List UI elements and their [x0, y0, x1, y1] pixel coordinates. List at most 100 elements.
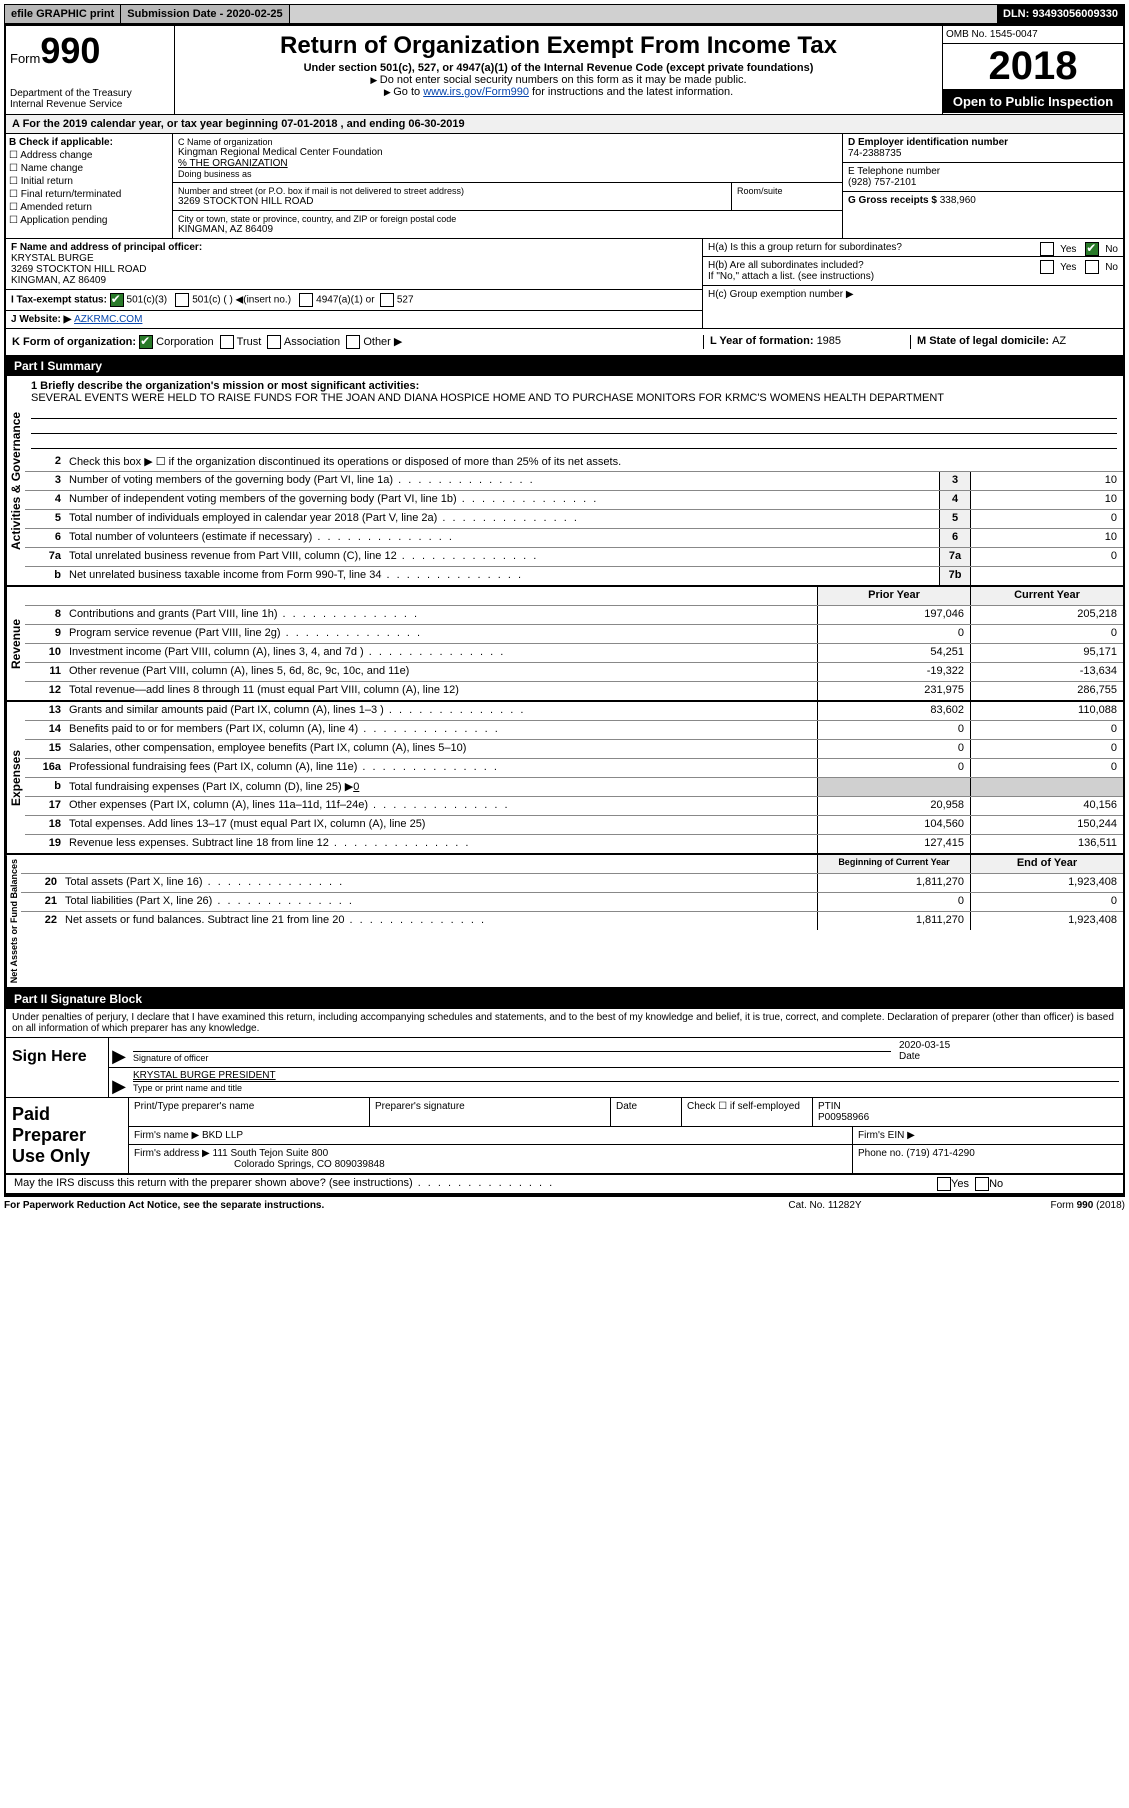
prep-lbl: Paid Preparer Use Only — [6, 1098, 129, 1173]
eoy-hdr: End of Year — [970, 855, 1123, 873]
gross: 338,960 — [940, 195, 976, 206]
city: KINGMAN, AZ 86409 — [178, 224, 837, 235]
v19p: 127,415 — [817, 835, 970, 853]
v5: 0 — [970, 510, 1123, 528]
hb-no[interactable] — [1085, 260, 1099, 274]
dln: DLN: 93493056009330 — [997, 5, 1124, 23]
sig-name-lbl: Type or print name and title — [133, 1081, 1119, 1093]
v10p: 54,251 — [817, 644, 970, 662]
declaration: Under penalties of perjury, I declare th… — [6, 1009, 1123, 1037]
sig-arrow-2: ▶ — [109, 1068, 129, 1097]
v9p: 0 — [817, 625, 970, 643]
l15: Salaries, other compensation, employee b… — [65, 740, 817, 758]
phone-lbl: Phone no. — [858, 1148, 906, 1159]
section-revenue: Revenue Prior YearCurrent Year 8Contribu… — [6, 587, 1123, 702]
ein-lbl: D Employer identification number — [848, 137, 1008, 148]
efile-btn[interactable]: efile GRAPHIC print — [5, 5, 121, 23]
chk-pending[interactable]: Application pending — [9, 215, 169, 226]
dba-lbl: Doing business as — [178, 169, 837, 179]
chk-4947[interactable] — [299, 293, 313, 307]
irs-link[interactable]: www.irs.gov/Form990 — [423, 86, 529, 98]
chk-address[interactable]: Address change — [9, 150, 169, 161]
dept: Department of the Treasury Internal Reve… — [10, 88, 170, 110]
v11c: -13,634 — [970, 663, 1123, 681]
opt-501c3: 501(c)(3) — [127, 295, 168, 306]
vert-revenue: Revenue — [6, 587, 25, 700]
header-mid: Return of Organization Exempt From Incom… — [175, 26, 942, 114]
tel-lbl: E Telephone number — [848, 166, 940, 177]
domicile: AZ — [1052, 335, 1066, 347]
l4: Number of independent voting members of … — [65, 491, 939, 509]
form-title: Return of Organization Exempt From Incom… — [179, 32, 938, 60]
city-lbl: City or town, state or province, country… — [178, 214, 837, 224]
ha-no[interactable] — [1085, 242, 1099, 256]
vert-governance: Activities & Governance — [6, 376, 25, 585]
sig-date-lbl: Date — [899, 1051, 1119, 1062]
chk-trust[interactable] — [220, 335, 234, 349]
v6: 10 — [970, 529, 1123, 547]
ha-yes[interactable] — [1040, 242, 1054, 256]
subdate-btn[interactable]: Submission Date - 2020-02-25 — [121, 5, 289, 23]
chk-final[interactable]: Final return/terminated — [9, 189, 169, 200]
v17c: 40,156 — [970, 797, 1123, 815]
v14c: 0 — [970, 721, 1123, 739]
v8c: 205,218 — [970, 606, 1123, 624]
chk-527[interactable] — [380, 293, 394, 307]
v10c: 95,171 — [970, 644, 1123, 662]
opt-4947: 4947(a)(1) or — [316, 295, 374, 306]
website-link[interactable]: AZKRMC.COM — [74, 314, 142, 325]
top-bar: efile GRAPHIC print Submission Date - 20… — [4, 4, 1125, 24]
open-public: Open to Public Inspection — [943, 90, 1123, 113]
v18c: 150,244 — [970, 816, 1123, 834]
chk-501c3[interactable] — [110, 293, 124, 307]
prep-h4[interactable]: Check ☐ if self-employed — [682, 1098, 813, 1126]
section-expenses: Expenses 13Grants and similar amounts pa… — [6, 702, 1123, 855]
chk-amended[interactable]: Amended return — [9, 202, 169, 213]
vert-expenses: Expenses — [6, 702, 25, 853]
chk-corp[interactable] — [139, 335, 153, 349]
discuss-no[interactable] — [975, 1177, 989, 1191]
chk-other[interactable] — [346, 335, 360, 349]
ha-lbl: H(a) Is this a group return for subordin… — [708, 242, 902, 253]
hb-yes[interactable] — [1040, 260, 1054, 274]
l14: Benefits paid to or for members (Part IX… — [65, 721, 817, 739]
header-right: OMB No. 1545-0047 2018 Open to Public In… — [942, 26, 1123, 114]
v9c: 0 — [970, 625, 1123, 643]
v13p: 83,602 — [817, 702, 970, 720]
box-deg: D Employer identification number 74-2388… — [842, 134, 1123, 238]
v15c: 0 — [970, 740, 1123, 758]
org-care: % THE ORGANIZATION — [178, 158, 837, 169]
v12p: 231,975 — [817, 682, 970, 700]
officer-addr: 3269 STOCKTON HILL ROAD — [11, 264, 146, 275]
l16b: Total fundraising expenses (Part IX, col… — [65, 778, 817, 796]
v16ap: 0 — [817, 759, 970, 777]
v18p: 104,560 — [817, 816, 970, 834]
l6: Total number of volunteers (estimate if … — [65, 529, 939, 547]
chk-501c[interactable] — [175, 293, 189, 307]
ptin: P00958966 — [818, 1112, 869, 1123]
phone: (719) 471-4290 — [906, 1148, 974, 1159]
period-row: A For the 2019 calendar year, or tax yea… — [6, 115, 1123, 134]
form-outer: Form990 Department of the Treasury Inter… — [4, 24, 1125, 1197]
prep-h1: Print/Type preparer's name — [129, 1098, 370, 1126]
l5: Total number of individuals employed in … — [65, 510, 939, 528]
gross-lbl: G Gross receipts $ — [848, 195, 940, 206]
v12c: 286,755 — [970, 682, 1123, 700]
chk-assoc[interactable] — [267, 335, 281, 349]
l7b: Net unrelated business taxable income fr… — [65, 567, 939, 585]
chk-initial[interactable]: Initial return — [9, 176, 169, 187]
box-f-lbl: F Name and address of principal officer: — [11, 242, 202, 253]
discuss-yes[interactable] — [937, 1177, 951, 1191]
box-b-hdr: B Check if applicable: — [9, 137, 113, 148]
firm-lbl: Firm's name ▶ — [134, 1130, 202, 1141]
l10: Investment income (Part VIII, column (A)… — [65, 644, 817, 662]
l17: Other expenses (Part IX, column (A), lin… — [65, 797, 817, 815]
org-name-lbl: C Name of organization — [178, 137, 837, 147]
opt-assoc: Association — [284, 336, 340, 348]
chk-name[interactable]: Name change — [9, 163, 169, 174]
l3: Number of voting members of the governin… — [65, 472, 939, 490]
vert-netassets: Net Assets or Fund Balances — [6, 855, 21, 987]
mission: 1 Briefly describe the organization's mi… — [25, 376, 1123, 453]
mission-q: 1 Briefly describe the organization's mi… — [31, 380, 419, 392]
v16bc — [970, 778, 1123, 796]
